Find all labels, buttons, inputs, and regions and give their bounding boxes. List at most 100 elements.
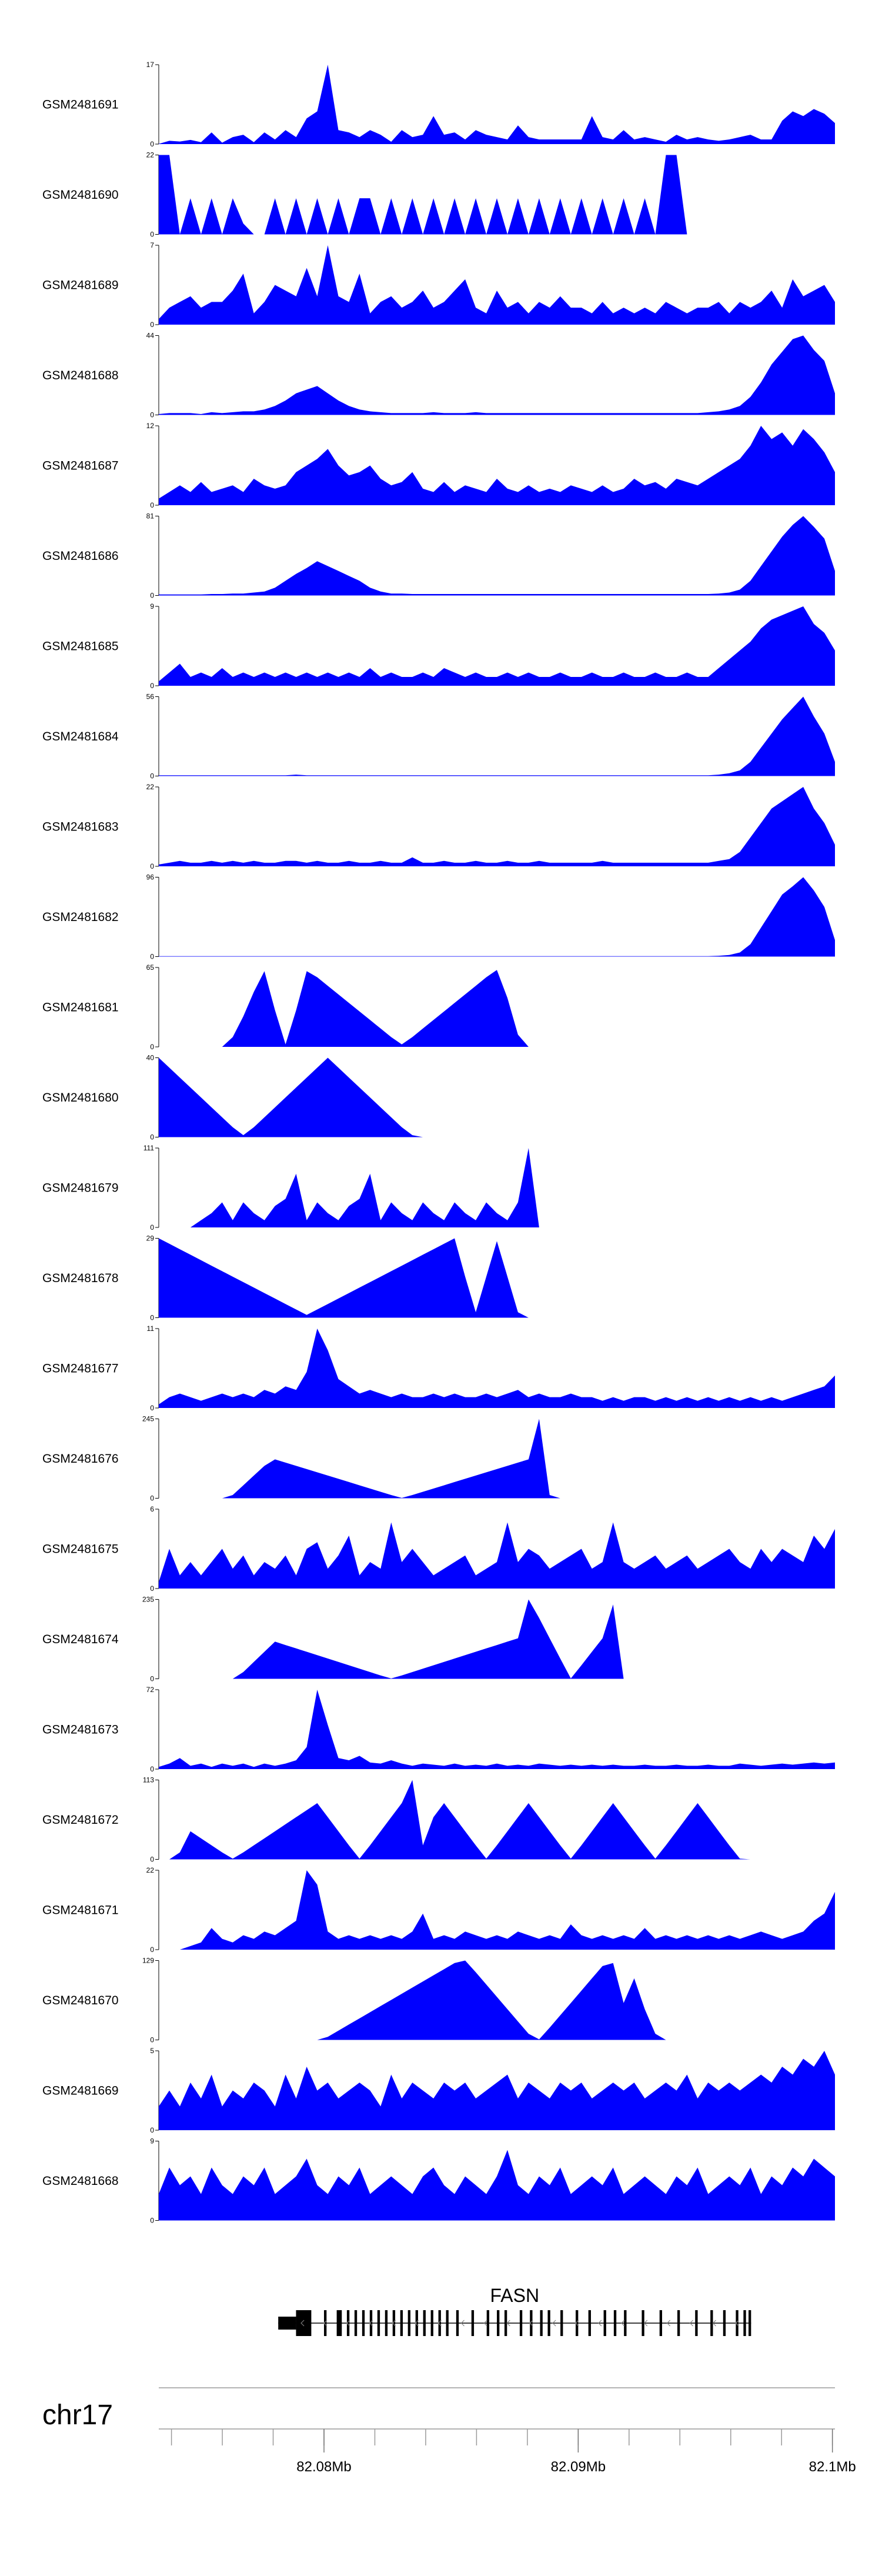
gene-exon — [438, 2310, 441, 2336]
track-ymax-label: 17 — [146, 61, 155, 69]
track-ymax-label: 5 — [150, 2047, 154, 2055]
gene-exon — [642, 2310, 644, 2336]
gene-exon — [710, 2310, 713, 2336]
track-GSM2481690: GSM2481690 22 0 — [42, 151, 835, 239]
strand-arrow — [529, 2320, 533, 2327]
coverage-area-GSM2481680 — [159, 1057, 835, 1137]
track-GSM2481674: GSM2481674 235 0 — [42, 1596, 835, 1683]
track-ymin-label: 0 — [150, 411, 154, 419]
track-label: GSM2481688 — [42, 369, 119, 382]
track-ymax-label: 12 — [146, 422, 155, 430]
gene-exon — [613, 2310, 617, 2336]
gene-exon — [430, 2310, 433, 2336]
track-label: GSM2481668 — [42, 2174, 119, 2188]
track-ymax-label: 9 — [150, 602, 154, 610]
track-GSM2481678: GSM2481678 29 0 — [42, 1234, 835, 1322]
track-ymax-label: 40 — [146, 1054, 155, 1062]
strand-arrow — [415, 2320, 419, 2327]
track-ymax-label: 6 — [150, 1505, 154, 1513]
track-GSM2481683: GSM2481683 22 0 — [42, 783, 835, 870]
gene-exon — [400, 2310, 403, 2336]
gene-exon — [369, 2310, 373, 2336]
gene-exon — [576, 2310, 579, 2336]
axis-tick-label: 82.09Mb — [551, 2459, 606, 2475]
strand-arrow — [598, 2320, 602, 2327]
coverage-area-GSM2481669 — [159, 2051, 835, 2130]
coverage-area-GSM2481674 — [159, 1599, 835, 1679]
gene-exon — [392, 2310, 396, 2336]
track-GSM2481684: GSM2481684 56 0 — [42, 693, 835, 780]
track-ymax-label: 245 — [142, 1415, 154, 1423]
coverage-area-GSM2481687 — [159, 426, 835, 505]
gene-exon — [456, 2310, 459, 2336]
strand-arrow — [620, 2320, 625, 2327]
coverage-area-GSM2481689 — [159, 245, 835, 325]
coverage-area-GSM2481691 — [159, 65, 835, 144]
track-ymax-label: 56 — [146, 693, 155, 701]
track-GSM2481676: GSM2481676 245 0 — [42, 1415, 835, 1503]
track-label: GSM2481675 — [42, 1543, 119, 1556]
coverage-area-GSM2481672 — [159, 1780, 835, 1860]
track-ymax-label: 29 — [146, 1234, 155, 1243]
track-ymax-label: 129 — [142, 1957, 154, 1965]
gene-exon — [659, 2310, 663, 2336]
gene-exon — [362, 2310, 365, 2336]
coverage-area-GSM2481685 — [159, 606, 835, 686]
track-ymin-label: 0 — [150, 1223, 154, 1232]
strand-arrow — [666, 2320, 671, 2327]
track-GSM2481682: GSM2481682 96 0 — [42, 873, 835, 961]
strand-arrow — [392, 2320, 396, 2327]
track-label: GSM2481677 — [42, 1362, 119, 1376]
gene-exon — [749, 2310, 751, 2336]
gene-exon — [296, 2310, 312, 2336]
chromosome-label: chr17 — [42, 2400, 113, 2431]
gene-exon — [547, 2310, 550, 2336]
track-ymin-label: 0 — [150, 1314, 154, 1322]
coverage-area-GSM2481677 — [159, 1329, 835, 1408]
track-GSM2481688: GSM2481688 44 0 — [42, 332, 835, 419]
track-label: GSM2481674 — [42, 1633, 119, 1646]
track-label: GSM2481672 — [42, 1813, 119, 1827]
strand-arrow — [643, 2320, 648, 2327]
gene-exon — [677, 2310, 680, 2336]
gene-exon — [723, 2310, 726, 2336]
strand-arrow — [346, 2320, 350, 2327]
track-label: GSM2481670 — [42, 1994, 119, 2007]
track-ymin-label: 0 — [150, 231, 154, 239]
gene-exon — [497, 2310, 500, 2336]
coverage-area-GSM2481682 — [159, 877, 835, 957]
coverage-area-GSM2481686 — [159, 516, 835, 596]
strand-arrow — [552, 2320, 556, 2327]
track-ymax-label: 22 — [146, 783, 155, 791]
track-ymin-label: 0 — [150, 1856, 154, 1864]
track-ymax-label: 9 — [150, 2137, 154, 2145]
coverage-area-GSM2481679 — [159, 1148, 835, 1227]
gene-exon — [743, 2310, 746, 2336]
coverage-area-GSM2481681 — [159, 970, 835, 1047]
track-label: GSM2481686 — [42, 549, 119, 563]
track-ymin-label: 0 — [150, 1584, 154, 1593]
strand-arrow — [300, 2320, 305, 2327]
coverage-area-GSM2481675 — [159, 1522, 835, 1589]
strand-arrow — [460, 2320, 465, 2327]
track-GSM2481669: GSM2481669 5 0 — [42, 2047, 835, 2134]
gene-exon — [519, 2310, 523, 2336]
track-label: GSM2481690 — [42, 188, 119, 202]
track-label: GSM2481689 — [42, 279, 119, 292]
coverage-area-GSM2481670 — [159, 1960, 835, 2040]
coverage-tracks: GSM2481691170GSM2481690220GSM248168970GS… — [42, 61, 835, 2225]
track-ymax-label: 65 — [146, 963, 155, 972]
gene-exon — [278, 2317, 296, 2330]
coverage-area-GSM2481678 — [159, 1238, 835, 1318]
coverage-area-GSM2481688 — [159, 335, 835, 415]
track-ymax-label: 11 — [147, 1324, 155, 1333]
track-GSM2481672: GSM2481672 113 0 — [42, 1776, 835, 1864]
track-ymin-label: 0 — [150, 1946, 154, 1954]
strand-arrow — [369, 2320, 373, 2327]
track-GSM2481679: GSM2481679 111 0 — [42, 1144, 835, 1232]
track-GSM2481680: GSM2481680 40 0 — [42, 1054, 835, 1142]
track-ymin-label: 0 — [150, 1765, 154, 1773]
track-ymin-label: 0 — [150, 953, 154, 961]
gene-name-label: FASN — [490, 2285, 539, 2306]
